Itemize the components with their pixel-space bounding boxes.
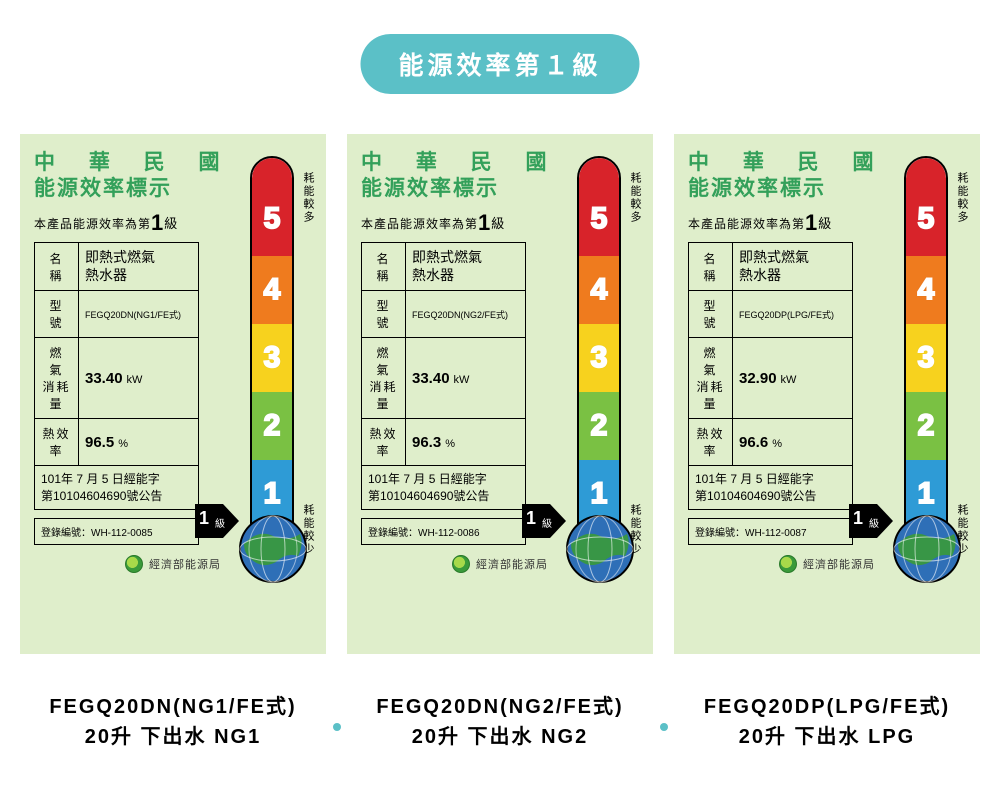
spec-label: 型 號	[362, 291, 406, 338]
spec-table: 名 稱即熱式燃氣熱水器型 號FEGQ20DN(NG1/FE式)燃 氣消耗量33.…	[34, 242, 199, 466]
announcement-box: 101年 7 月 5 日經能字第10104604690號公告	[34, 466, 199, 509]
spec-value: 96.5%	[79, 419, 199, 466]
thermometer-segment: 2	[579, 392, 619, 460]
separator-dot-icon	[333, 723, 341, 731]
vtext-high: 耗能較多	[300, 172, 316, 224]
spec-label: 熱效率	[689, 419, 733, 466]
spec-table: 名 稱即熱式燃氣熱水器型 號FEGQ20DP(LPG/FE式)燃 氣消耗量32.…	[688, 242, 853, 466]
spec-value: FEGQ20DP(LPG/FE式)	[733, 291, 853, 338]
vtext-high: 耗能較多	[627, 172, 643, 224]
spec-value: 96.6%	[733, 419, 853, 466]
vtext-high: 耗能較多	[954, 172, 970, 224]
spec-value: 33.40kW	[406, 338, 526, 419]
agency-name: 經濟部能源局	[476, 556, 548, 572]
spec-label: 型 號	[35, 291, 79, 338]
spec-value: FEGQ20DN(NG2/FE式)	[406, 291, 526, 338]
spec-label: 燃 氣消耗量	[35, 338, 79, 419]
spec-value: 32.90kW	[733, 338, 853, 419]
spec-label: 熱效率	[35, 419, 79, 466]
caption-line1: FEGQ20DP(LPG/FE式)	[674, 692, 980, 722]
thermometer-tube: 54321	[904, 156, 948, 526]
thermometer-segment: 4	[579, 256, 619, 324]
thermometer-tube: 54321	[577, 156, 621, 526]
agency-logo-icon	[779, 555, 797, 573]
energy-label-card: 中 華 民 國能源效率標示本產品能源效率為第1級名 稱即熱式燃氣熱水器型 號FE…	[20, 134, 326, 654]
spec-label: 熱效率	[362, 419, 406, 466]
thermometer-segment: 5	[252, 158, 292, 256]
thermometer-icon: 耗能較多耗能較少54321	[240, 156, 312, 598]
caption-block: FEGQ20DN(NG1/FE式)20升 下出水 NG1	[20, 692, 326, 752]
spec-value: 即熱式燃氣熱水器	[79, 243, 199, 291]
globe-icon	[238, 514, 308, 584]
thermometer-segment: 3	[252, 324, 292, 392]
caption-line2: 20升 下出水 NG2	[347, 722, 653, 752]
spec-label: 名 稱	[35, 243, 79, 291]
caption-block: FEGQ20DP(LPG/FE式)20升 下出水 LPG	[674, 692, 980, 752]
grade-arrow-badge: 1級	[195, 504, 239, 538]
thermometer-tube: 54321	[250, 156, 294, 526]
captions-row: FEGQ20DN(NG1/FE式)20升 下出水 NG1 FEGQ20DN(NG2…	[20, 692, 980, 752]
spec-table: 名 稱即熱式燃氣熱水器型 號FEGQ20DN(NG2/FE式)燃 氣消耗量33.…	[361, 242, 526, 466]
cards-row: 中 華 民 國能源效率標示本產品能源效率為第1級名 稱即熱式燃氣熱水器型 號FE…	[20, 134, 980, 654]
energy-label-card: 中 華 民 國能源效率標示本產品能源效率為第1級名 稱即熱式燃氣熱水器型 號FE…	[347, 134, 653, 654]
spec-label: 名 稱	[689, 243, 733, 291]
spec-label: 燃 氣消耗量	[362, 338, 406, 419]
thermometer-segment: 3	[906, 324, 946, 392]
caption-line1: FEGQ20DN(NG2/FE式)	[347, 692, 653, 722]
spec-label: 名 稱	[362, 243, 406, 291]
agency-logo-icon	[125, 555, 143, 573]
globe-icon	[565, 514, 635, 584]
thermometer-segment: 4	[906, 256, 946, 324]
announcement-box: 101年 7 月 5 日經能字第10104604690號公告	[688, 466, 853, 509]
thermometer-segment: 2	[252, 392, 292, 460]
announcement-box: 101年 7 月 5 日經能字第10104604690號公告	[361, 466, 526, 509]
caption-line2: 20升 下出水 LPG	[674, 722, 980, 752]
thermometer-icon: 耗能較多耗能較少54321	[567, 156, 639, 598]
registration-box: 登錄編號：WH-112-0085	[34, 518, 199, 545]
energy-label-card: 中 華 民 國能源效率標示本產品能源效率為第1級名 稱即熱式燃氣熱水器型 號FE…	[674, 134, 980, 654]
spec-label: 燃 氣消耗量	[689, 338, 733, 419]
spec-value: 33.40kW	[79, 338, 199, 419]
registration-box: 登錄編號：WH-112-0086	[361, 518, 526, 545]
thermometer-segment: 3	[579, 324, 619, 392]
grade-arrow-badge: 1級	[522, 504, 566, 538]
spec-value: 即熱式燃氣熱水器	[733, 243, 853, 291]
agency-logo-icon	[452, 555, 470, 573]
spec-value: FEGQ20DN(NG1/FE式)	[79, 291, 199, 338]
registration-box: 登錄編號：WH-112-0087	[688, 518, 853, 545]
spec-value: 即熱式燃氣熱水器	[406, 243, 526, 291]
thermometer-segment: 5	[579, 158, 619, 256]
agency-name: 經濟部能源局	[803, 556, 875, 572]
caption-line2: 20升 下出水 NG1	[20, 722, 326, 752]
header-pill: 能源效率第１級	[360, 34, 639, 94]
agency-name: 經濟部能源局	[149, 556, 221, 572]
globe-icon	[892, 514, 962, 584]
thermometer-icon: 耗能較多耗能較少54321	[894, 156, 966, 598]
thermometer-segment: 5	[906, 158, 946, 256]
separator-dot-icon	[660, 723, 668, 731]
thermometer-segment: 4	[252, 256, 292, 324]
spec-label: 型 號	[689, 291, 733, 338]
grade-arrow-badge: 1級	[849, 504, 893, 538]
caption-line1: FEGQ20DN(NG1/FE式)	[20, 692, 326, 722]
spec-value: 96.3%	[406, 419, 526, 466]
thermometer-segment: 2	[906, 392, 946, 460]
caption-block: FEGQ20DN(NG2/FE式)20升 下出水 NG2	[347, 692, 653, 752]
